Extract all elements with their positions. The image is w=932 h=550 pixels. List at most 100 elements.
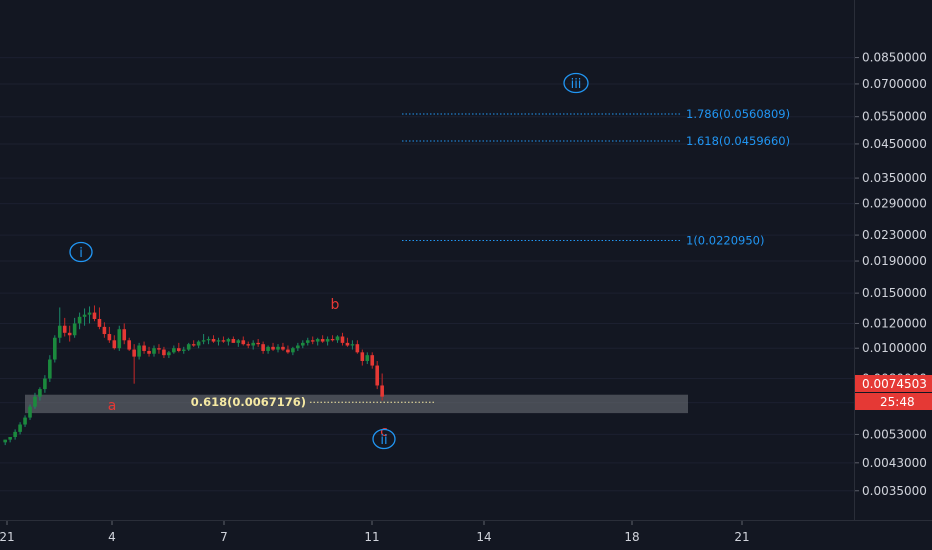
- candle-body: [177, 348, 181, 351]
- candle: [315, 337, 320, 346]
- candle-body: [221, 340, 226, 342]
- candle: [67, 325, 72, 342]
- candle-body: [335, 336, 340, 341]
- candle-body: [97, 318, 102, 327]
- candle: [301, 340, 305, 349]
- price-tick-label: 0.0053000: [862, 427, 927, 441]
- candle-body: [53, 337, 57, 360]
- candle: [296, 342, 300, 351]
- candle: [53, 335, 57, 363]
- candle: [87, 306, 92, 324]
- candle: [82, 308, 87, 326]
- candle-body: [241, 340, 246, 345]
- wave-label-text: b: [331, 297, 340, 313]
- candle-body: [301, 342, 305, 346]
- price-tick-label: 0.0100000: [862, 341, 927, 355]
- candle: [147, 346, 151, 357]
- candle: [3, 439, 7, 446]
- candle: [206, 336, 211, 345]
- price-tick-label: 0.0190000: [862, 254, 927, 268]
- candle: [355, 340, 360, 354]
- candle-body: [107, 334, 112, 341]
- candle: [241, 336, 246, 346]
- candle: [92, 305, 97, 322]
- wave-circle: [372, 428, 396, 450]
- candle: [112, 335, 117, 350]
- price-tick-label: 0.0850000: [862, 51, 927, 65]
- candle-body: [137, 345, 141, 357]
- candle: [137, 342, 141, 360]
- candle-body: [266, 346, 270, 351]
- candle: [310, 336, 315, 345]
- candle: [23, 415, 27, 427]
- candle: [320, 335, 325, 343]
- candle-body: [310, 340, 315, 342]
- fib-label: 1(0.0220950): [686, 234, 764, 248]
- last-price-value: 0.0074503: [862, 377, 927, 391]
- time-tick-label: 7: [220, 530, 228, 544]
- candle: [261, 341, 265, 354]
- candle: [330, 335, 335, 342]
- candle-body: [196, 341, 201, 346]
- candle: [167, 350, 171, 359]
- candle: [122, 323, 127, 345]
- candle: [152, 345, 156, 357]
- candle-body: [325, 339, 330, 342]
- candle-body: [305, 340, 310, 343]
- candle-body: [375, 365, 379, 386]
- candle: [13, 429, 17, 440]
- wave-label-circle: ii: [372, 428, 396, 450]
- candle: [246, 341, 251, 349]
- candle-body: [82, 314, 87, 317]
- candle: [107, 326, 112, 343]
- candle-body: [127, 340, 131, 350]
- wave-text: ii: [380, 433, 387, 448]
- candle-body: [186, 344, 191, 350]
- candle: [380, 373, 384, 401]
- candle: [72, 317, 77, 338]
- candle-body: [77, 316, 82, 324]
- candle: [226, 337, 231, 346]
- chart-grid: [0, 57, 854, 492]
- candle: [266, 345, 270, 354]
- candle: [276, 344, 280, 353]
- candle: [132, 344, 136, 384]
- wave-label-circle: i: [69, 241, 93, 263]
- candle-body: [28, 406, 32, 418]
- fib-label: 0.618(0.0067176): [191, 395, 306, 409]
- candle-body: [340, 336, 345, 343]
- candle: [335, 335, 340, 343]
- candle-body: [345, 342, 350, 346]
- candle: [172, 345, 176, 354]
- candle: [236, 339, 241, 347]
- candle-body: [57, 325, 62, 338]
- candle-body: [320, 339, 325, 342]
- candle-body: [33, 396, 37, 407]
- time-axis: 21 4 7 11 14 18 21: [0, 521, 750, 544]
- candle-body: [102, 326, 107, 335]
- candle-body: [172, 348, 176, 353]
- candle-body: [296, 345, 300, 349]
- candle-body: [350, 344, 355, 346]
- support-zone-rect: [25, 394, 688, 414]
- candle-body: [261, 344, 265, 351]
- candle-body: [117, 329, 122, 349]
- candle: [43, 375, 47, 393]
- candle: [216, 337, 221, 346]
- candle-body: [3, 439, 7, 443]
- candle-body: [162, 349, 166, 356]
- candle: [370, 352, 375, 369]
- candle-body: [18, 424, 22, 432]
- candle-body: [13, 431, 17, 438]
- candle: [191, 340, 196, 347]
- candle-body: [147, 350, 151, 354]
- price-tick-label: 0.0120000: [862, 316, 927, 330]
- candle: [196, 340, 201, 349]
- candle-body: [226, 339, 231, 342]
- wave-text: iii: [571, 77, 582, 92]
- price-tick-label: 0.0230000: [862, 228, 927, 242]
- candle-body: [251, 342, 255, 346]
- candle-body: [291, 348, 295, 353]
- candle: [325, 336, 330, 346]
